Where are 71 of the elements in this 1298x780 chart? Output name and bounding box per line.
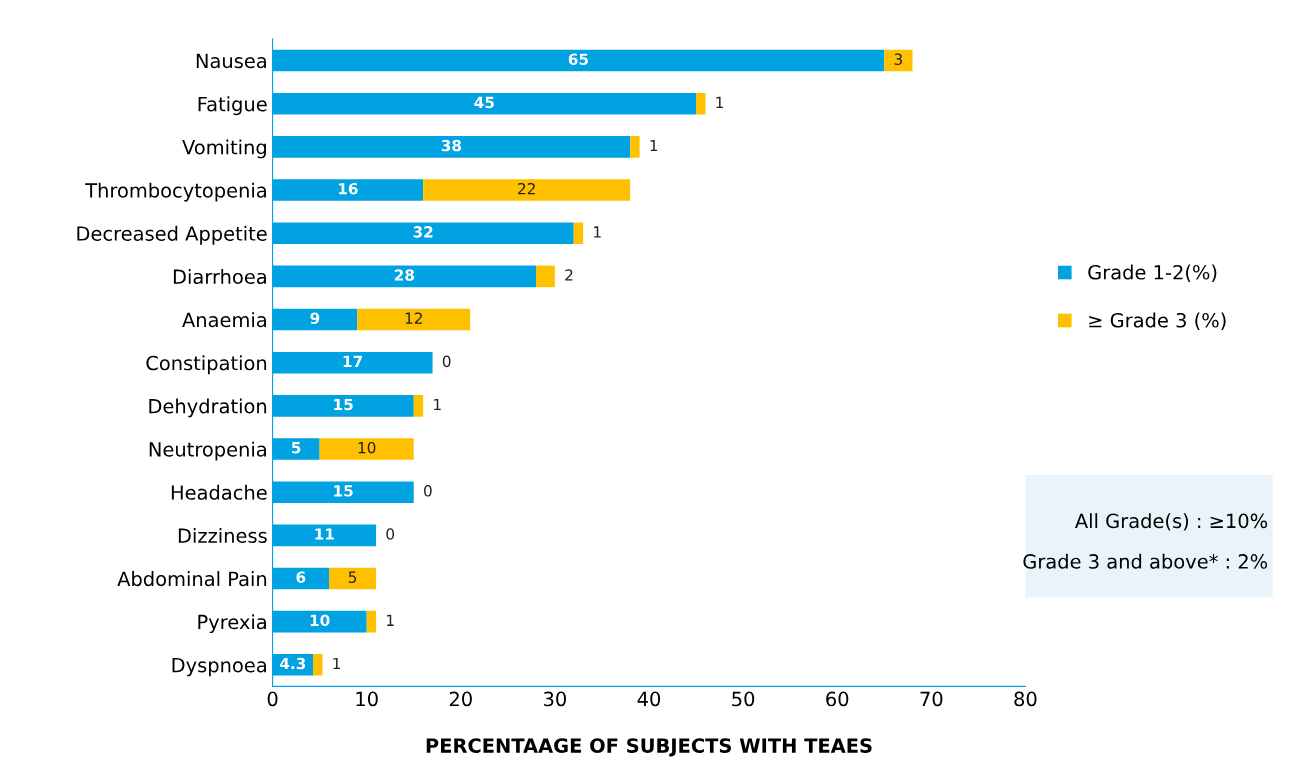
data-label: 22: [518, 182, 535, 195]
bar: [313, 654, 323, 676]
data-label: 11: [315, 528, 334, 540]
y-tick-label: Decreased Appetite: [77, 225, 267, 245]
y-tick-label: Pyrexia: [198, 614, 266, 634]
bar: [423, 179, 631, 201]
bar: [357, 308, 471, 331]
data-label: 3: [894, 53, 903, 66]
y-tick-label: Anaemia: [182, 312, 266, 328]
data-label: 65: [568, 53, 588, 66]
data-label: 1: [387, 614, 394, 626]
y-tick-label: Dehydration: [149, 398, 267, 418]
y-tick-label: Constipation: [146, 355, 267, 375]
bar: [696, 92, 706, 115]
data-label: 1: [434, 398, 441, 411]
y-tick-label: Vomiting: [182, 139, 266, 159]
data-label: 32: [413, 226, 433, 238]
y-tick-label: Nausea: [196, 53, 266, 69]
annotation: Grade 3 and above* : 2%: [1023, 553, 1268, 569]
text: All Grade(s) : ≥10%: [1075, 513, 1268, 531]
data-label: 1: [650, 139, 658, 152]
legend-label: Grade 1-2(%): [1088, 264, 1217, 282]
data-label: 10: [358, 441, 376, 454]
x-tick-label: 70: [920, 691, 943, 707]
x-tick-label: 80: [1014, 691, 1037, 707]
data-label: 12: [405, 312, 422, 324]
y-tick-label: Diarrhoea: [173, 268, 266, 285]
bar: [884, 49, 913, 72]
data-label: 9: [310, 312, 320, 324]
y-tick-label: Dizziness: [178, 527, 267, 543]
data-label: 1: [333, 657, 341, 670]
data-label: 5: [348, 571, 357, 583]
data-label: 1: [716, 96, 724, 108]
data-label: 0: [386, 528, 395, 540]
x-axis-title: PERCENTAAGE OF SUBJECTS WITH TEAES: [426, 738, 872, 757]
data-label: 28: [394, 269, 415, 281]
x-tick-label: 10: [356, 691, 378, 707]
data-label: 10: [310, 614, 330, 627]
bar: [573, 222, 584, 245]
y-tick-label: Fatigue: [198, 96, 267, 116]
data-label: 15: [334, 398, 353, 411]
x-tick-label: 0: [267, 691, 278, 707]
bar: [329, 567, 377, 590]
x-tick-label: 50: [732, 691, 755, 707]
legend-label: ≥ Grade 3 (%): [1089, 312, 1226, 330]
data-label: 15: [334, 485, 353, 497]
x-tick-label: 40: [637, 691, 661, 707]
data-label: 38: [441, 139, 462, 152]
data-label: 4.3: [279, 657, 306, 670]
y-tick-label: Thrombocytopenia: [85, 182, 266, 202]
y-tick-label: Neutropenia: [149, 441, 266, 461]
bar: [366, 610, 377, 633]
data-label: 6: [296, 571, 306, 583]
data-label: 1: [594, 226, 601, 238]
y-tick-label: Abdominal Pain: [117, 571, 267, 587]
data-label: 16: [338, 182, 358, 195]
bar: [536, 265, 555, 288]
x-tick-label: 60: [826, 691, 849, 707]
data-label: 5: [291, 442, 301, 454]
data-label: 0: [424, 485, 432, 497]
bar: [413, 395, 424, 417]
data-label: 17: [343, 355, 362, 367]
bar: [630, 136, 640, 158]
y-tick-label: Dyspnoea: [172, 658, 266, 677]
y-tick-label: Headache: [171, 484, 267, 500]
data-label: 45: [474, 96, 494, 109]
x-tick-label: 30: [544, 691, 566, 707]
x-tick-label: 20: [449, 691, 472, 707]
bar: [319, 438, 414, 460]
data-label: 2: [565, 269, 573, 281]
data-label: 0: [442, 355, 451, 368]
